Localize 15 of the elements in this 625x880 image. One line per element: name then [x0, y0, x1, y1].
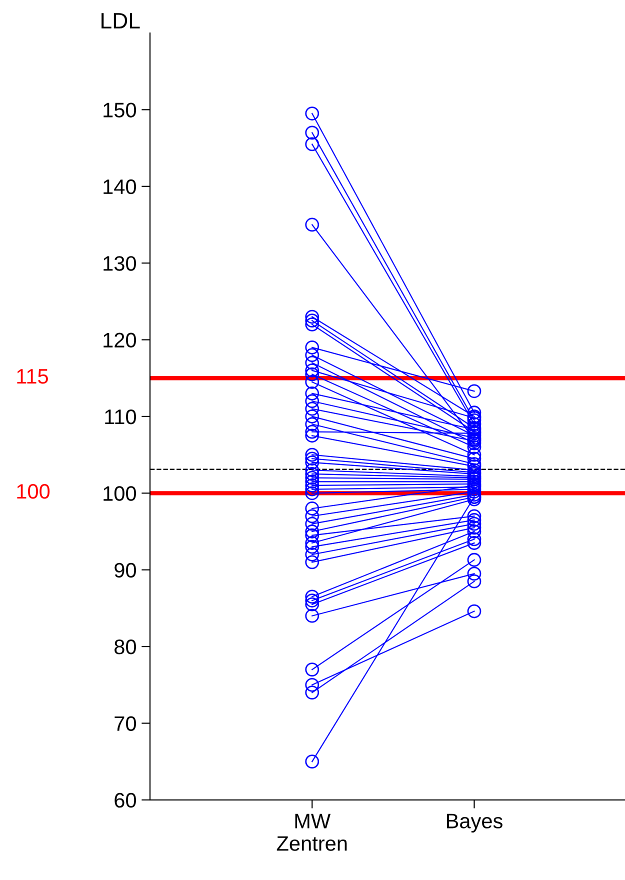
y-tick-label: 150 [104, 102, 136, 118]
y-tick-label: 90 [114, 562, 136, 578]
y-tick-label: 130 [104, 256, 136, 271]
y-axis-title: LDL [102, 13, 140, 28]
y-tick-label: 100 [104, 486, 136, 501]
y-tick-label: 120 [104, 332, 136, 348]
y-tick-label: 60 [114, 792, 136, 808]
ref-line-label: 100 [17, 484, 50, 499]
y-tick-label: 140 [104, 179, 136, 194]
x-tick-label: Bayes [446, 814, 502, 833]
ref-line-label: 115 [17, 369, 48, 384]
y-tick-label: 70 [114, 716, 136, 731]
y-tick-label: 80 [114, 640, 136, 654]
y-tick-label: 110 [105, 409, 136, 424]
x-tick-label: MW Zentren [276, 814, 347, 851]
